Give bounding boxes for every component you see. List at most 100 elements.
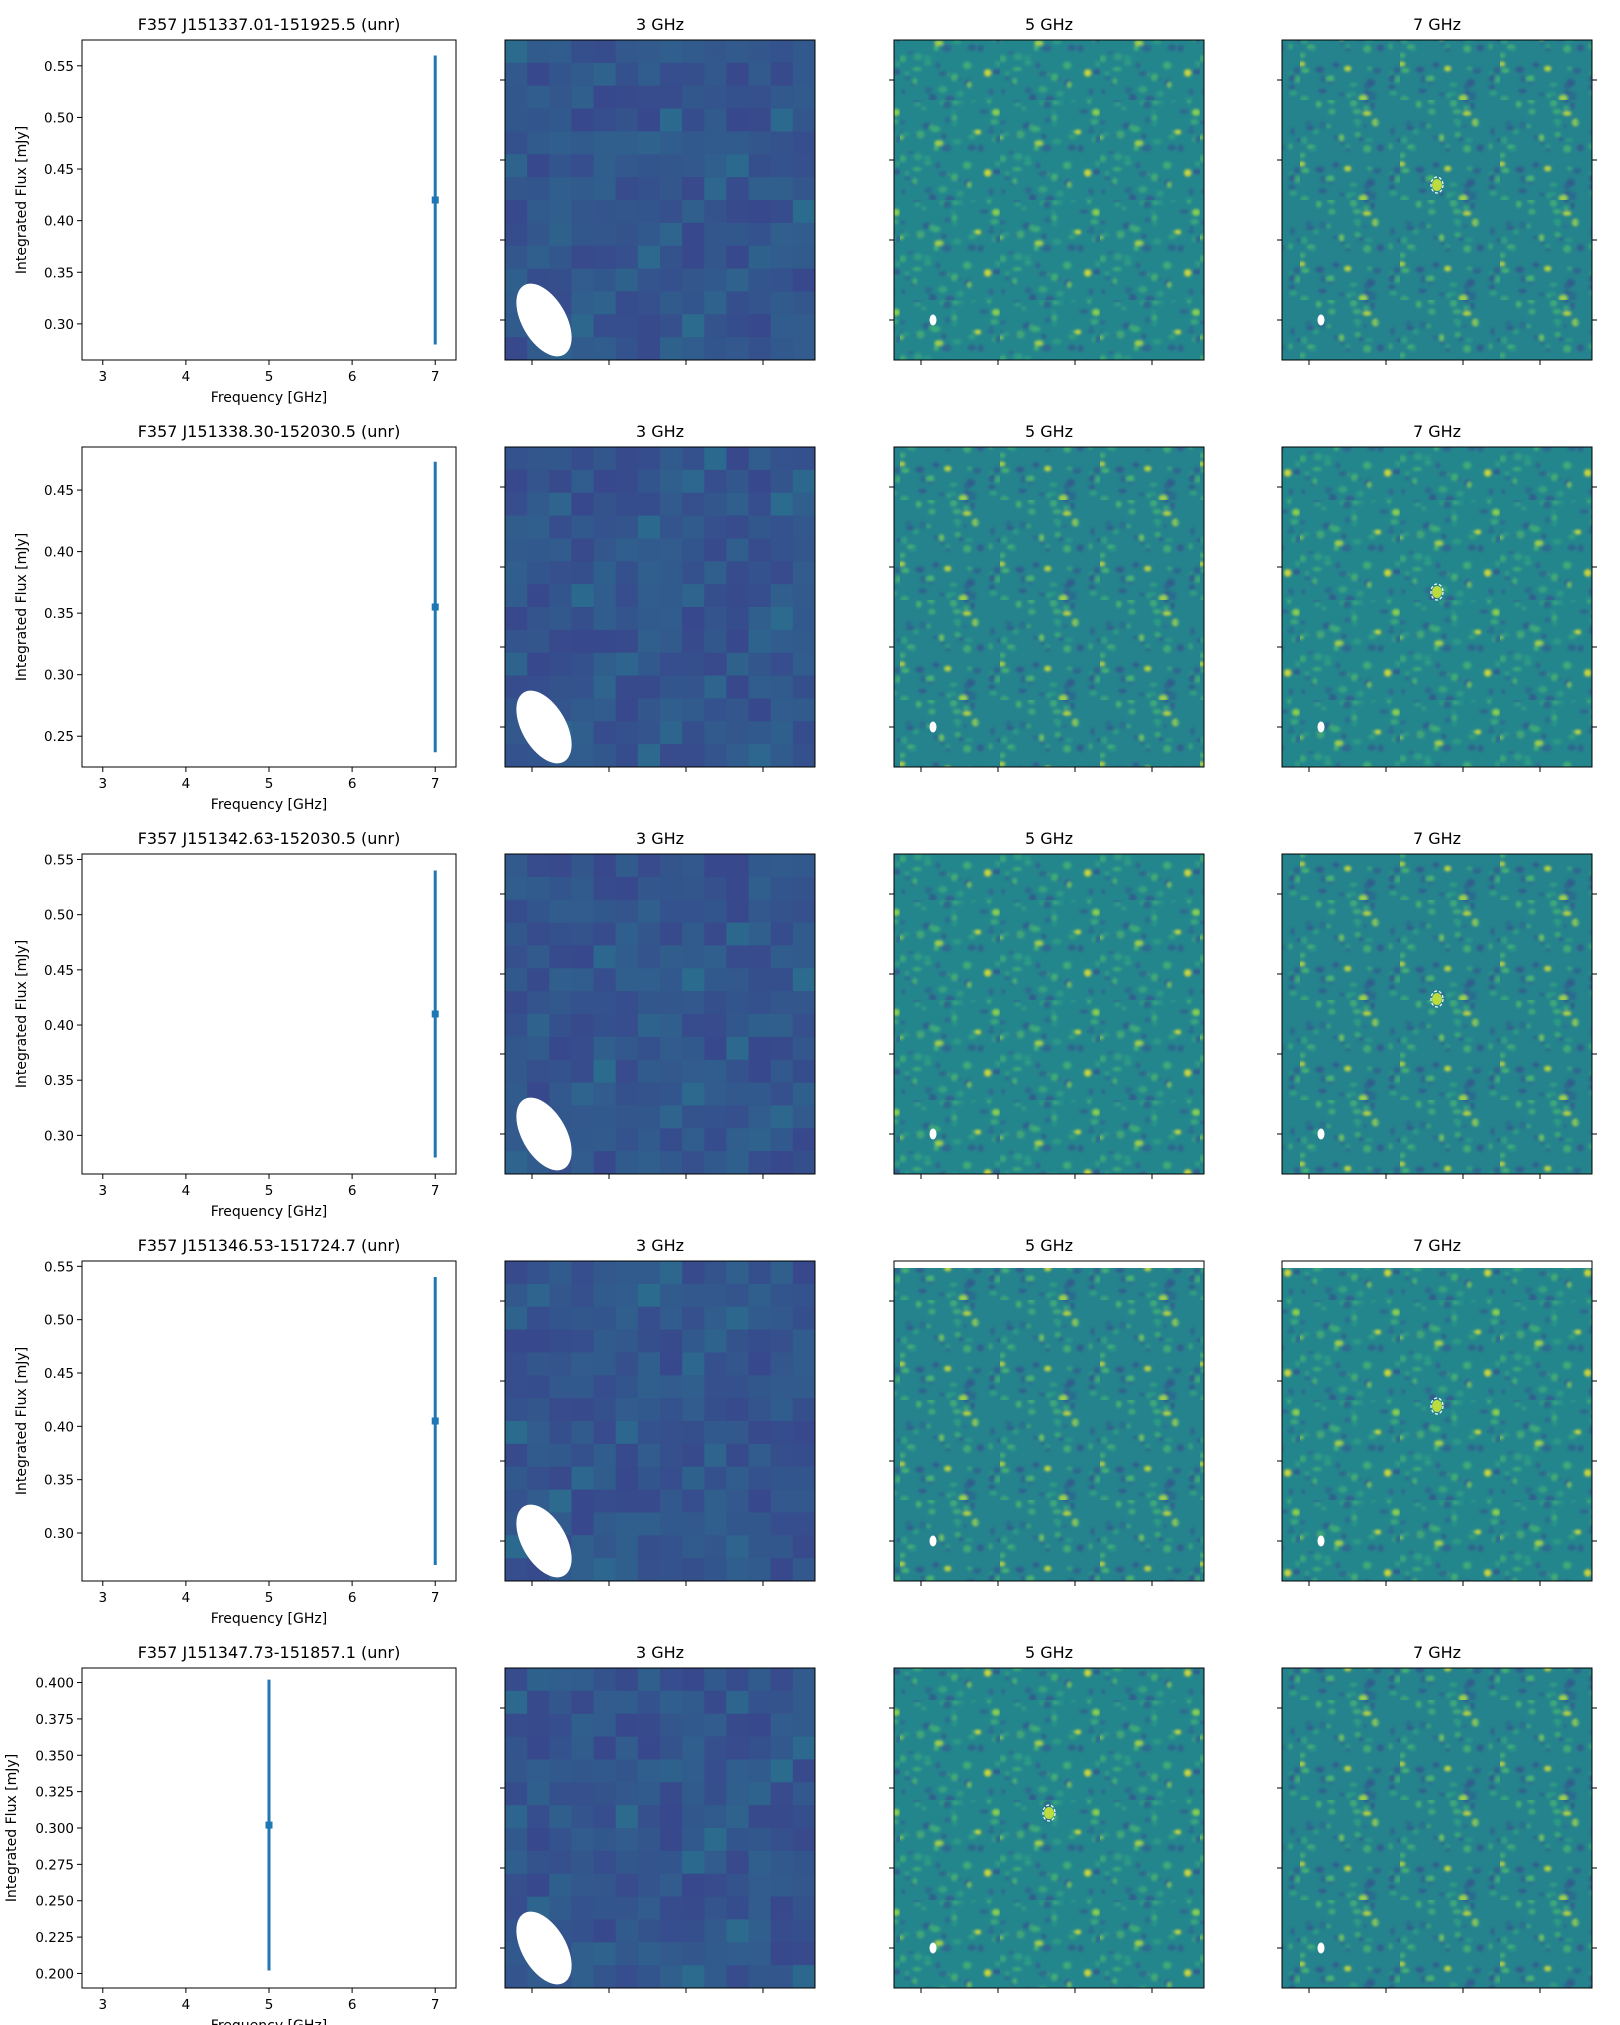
map-pixel (770, 1082, 794, 1107)
map-pixel (704, 945, 728, 969)
map-pixel (704, 584, 728, 608)
map-pixel (637, 1736, 661, 1761)
spectrum-panel: F357 J151342.63-152030.5 (unr) 3 4 5 6 7 0.30 0… (14, 829, 457, 1220)
map-pixel (571, 447, 595, 471)
map-pixel (527, 561, 550, 585)
map-pixel (704, 245, 728, 270)
map-pixel (637, 968, 661, 992)
map-pixel (770, 1443, 794, 1468)
panel-title: F357 J151337.01-151925.5 (unr) (138, 15, 401, 34)
map-pixel (792, 85, 815, 110)
map-pixel (615, 337, 639, 360)
map-pixel (704, 1306, 728, 1331)
map-pixel (615, 991, 639, 1015)
map-pixel (660, 1828, 683, 1852)
map-pixel (505, 1036, 528, 1061)
map-pixel (615, 1421, 639, 1445)
map-pixel (726, 515, 750, 540)
map-pixel (593, 1873, 617, 1898)
map-pixel (748, 1283, 772, 1308)
map-pixel (704, 222, 728, 247)
x-axis-label: Frequency [GHz] (211, 797, 327, 813)
source-peak (1432, 993, 1442, 1005)
map-pixel (792, 584, 815, 608)
map-pixel (704, 698, 728, 722)
map-pixel (637, 922, 661, 947)
map-pixel (726, 538, 750, 562)
map-pixel (637, 1759, 661, 1783)
map-pixel (571, 469, 595, 494)
map-pixel (704, 515, 728, 540)
map-pixel (593, 447, 617, 471)
map-pixel (637, 1489, 661, 1514)
beam-ellipse (516, 1504, 572, 1578)
map-pixel (637, 1151, 661, 1174)
map-pixel (549, 652, 573, 677)
map-pixel (682, 991, 705, 1015)
map-pixel (704, 538, 728, 562)
y-tick-label: 0.225 (35, 1930, 74, 1946)
map-noise (894, 854, 1204, 1174)
map-pixel (549, 1782, 573, 1806)
map-pixel (571, 675, 595, 700)
map-pixel (615, 1329, 639, 1354)
map-pixel (637, 854, 661, 878)
map-pixel (505, 899, 528, 924)
map-pixel (505, 584, 528, 608)
map-pixel (660, 1850, 683, 1875)
map-pixel (549, 154, 573, 178)
map-pixel (726, 1713, 750, 1738)
map-pixel (637, 177, 661, 201)
map-pixel (748, 222, 772, 247)
map-panel-3ghz: 3 GHz (500, 829, 816, 1179)
map-pixel (682, 314, 705, 338)
map-pixel (527, 40, 550, 64)
map-pixel (549, 492, 573, 517)
map-pixel (615, 652, 639, 677)
map-frame (893, 39, 1205, 361)
map-pixel (615, 62, 639, 87)
map-pixel (792, 515, 815, 540)
map-pixel (527, 1782, 550, 1806)
map-pixel (549, 515, 573, 540)
row-1: F357 J151337.01-151925.5 (unr) 3 4 5 6 7 0.30 0… (14, 15, 1597, 406)
map-pixel (704, 291, 728, 315)
map-pixel (549, 991, 573, 1015)
map-pixel (571, 1828, 595, 1852)
map-pixel (704, 1128, 728, 1152)
map-pixel (615, 607, 639, 631)
map-pixel (660, 1668, 683, 1692)
map-frame (893, 1260, 1205, 1582)
map-pixel (615, 1151, 639, 1174)
map-pixel (660, 1942, 683, 1966)
map-pixel (726, 1036, 750, 1061)
map-pixel (704, 1850, 728, 1875)
map-pixel (682, 447, 705, 471)
map-pixel (726, 131, 750, 155)
map-pixel (770, 291, 794, 315)
data-point (431, 1417, 439, 1425)
row-5: F357 J151347.73-151857.1 (unr) 3 4 5 6 7 0.200… (4, 1643, 1597, 2025)
map-pixel (770, 1036, 794, 1061)
map-pixel (615, 1489, 639, 1514)
map-pixel (748, 1558, 772, 1581)
map-pixel (505, 1690, 528, 1715)
map-pixel (770, 1466, 794, 1491)
map-pixel (593, 1805, 617, 1829)
map-pixel (571, 876, 595, 901)
map-pixel (505, 1896, 528, 1921)
map-frame (504, 1667, 816, 1989)
map-pixel (505, 1421, 528, 1445)
map-pixel (527, 1036, 550, 1061)
map-pixel (704, 1151, 728, 1174)
map-pixel (704, 1668, 728, 1692)
map-pixel (660, 1014, 683, 1038)
map-pixel (748, 245, 772, 270)
map-pixel (505, 245, 528, 270)
map-pixel (726, 200, 750, 224)
map-frame (1281, 853, 1593, 1175)
map-pixel (682, 945, 705, 969)
map-pixel (704, 1443, 728, 1468)
y-axis-label: Integrated Flux [mJy] (4, 1754, 20, 1902)
map-pixel (748, 1375, 772, 1399)
